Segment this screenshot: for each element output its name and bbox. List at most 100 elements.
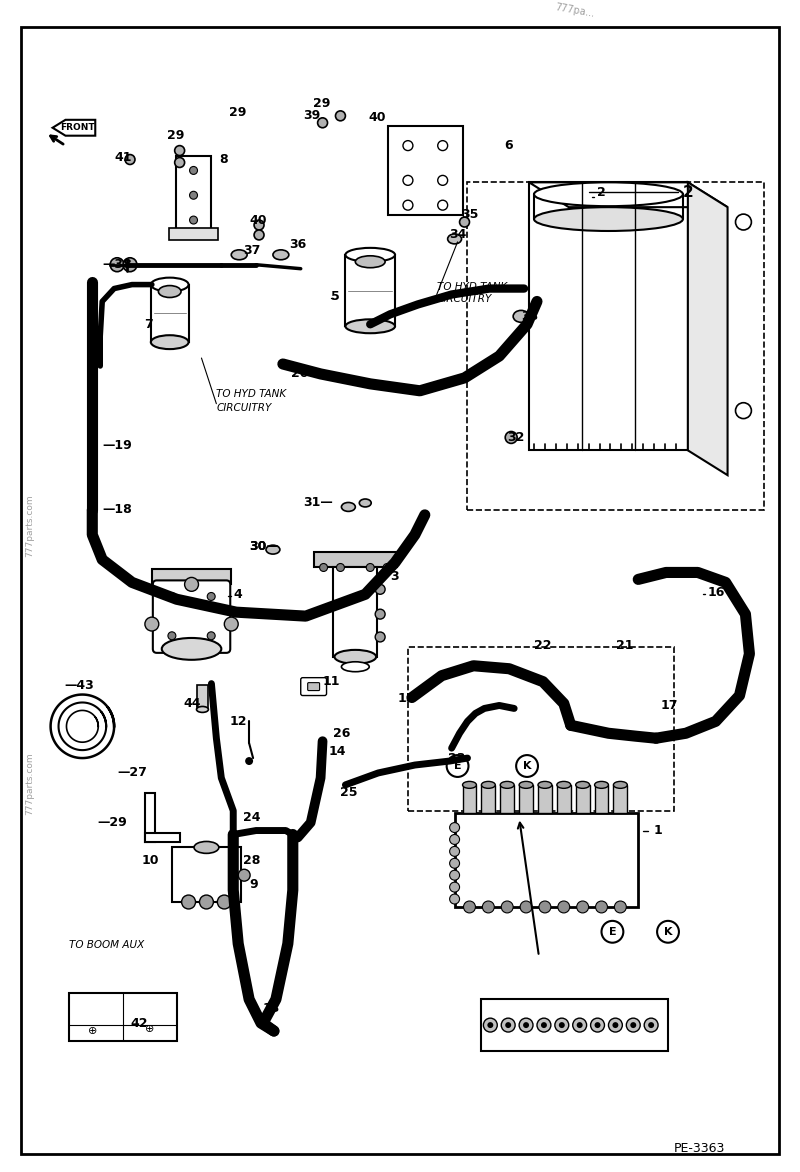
Circle shape	[438, 176, 448, 185]
Text: 777pa...: 777pa...	[554, 2, 595, 19]
Circle shape	[438, 141, 448, 150]
Bar	[454, 812, 638, 907]
Ellipse shape	[342, 503, 355, 511]
Text: 29: 29	[313, 97, 330, 110]
Circle shape	[614, 901, 626, 913]
Text: K: K	[664, 927, 672, 936]
Text: —27: —27	[117, 766, 147, 779]
Ellipse shape	[346, 247, 395, 261]
Circle shape	[506, 1022, 511, 1028]
Bar	[334, 567, 377, 656]
Text: 39: 39	[302, 109, 320, 122]
Ellipse shape	[538, 782, 552, 789]
Ellipse shape	[194, 841, 219, 853]
Text: 2: 2	[597, 186, 606, 199]
Text: 31—: 31—	[302, 497, 333, 510]
Circle shape	[559, 1022, 565, 1028]
Text: E: E	[609, 927, 616, 936]
Circle shape	[403, 141, 413, 150]
Bar	[408, 647, 674, 811]
Circle shape	[555, 1018, 569, 1033]
Circle shape	[558, 901, 570, 913]
Ellipse shape	[273, 250, 289, 260]
Text: 17: 17	[660, 699, 678, 711]
Ellipse shape	[158, 286, 181, 298]
Circle shape	[168, 632, 176, 640]
Circle shape	[450, 858, 459, 868]
Circle shape	[577, 1022, 582, 1028]
Circle shape	[190, 216, 198, 224]
Circle shape	[375, 609, 385, 619]
Ellipse shape	[482, 782, 495, 789]
Circle shape	[366, 564, 374, 572]
Text: 10: 10	[142, 854, 159, 867]
Text: PE-3363: PE-3363	[674, 1143, 726, 1156]
Circle shape	[438, 200, 448, 210]
Circle shape	[403, 200, 413, 210]
Circle shape	[626, 1018, 640, 1033]
Text: 8: 8	[219, 154, 228, 166]
Circle shape	[450, 871, 459, 880]
Circle shape	[190, 191, 198, 199]
Text: FRONT: FRONT	[60, 123, 94, 131]
Text: 9: 9	[249, 878, 258, 891]
Ellipse shape	[334, 650, 376, 663]
Circle shape	[182, 895, 195, 909]
Ellipse shape	[519, 782, 533, 789]
Circle shape	[375, 585, 385, 594]
Circle shape	[238, 870, 250, 881]
Circle shape	[168, 593, 176, 600]
Ellipse shape	[614, 782, 627, 789]
Ellipse shape	[355, 255, 385, 267]
Circle shape	[383, 564, 391, 572]
Text: 36: 36	[289, 238, 306, 251]
Bar	[529, 183, 688, 450]
Bar	[462, 785, 477, 812]
Bar	[500, 785, 514, 812]
Circle shape	[630, 1022, 636, 1028]
Text: 34: 34	[450, 229, 467, 241]
Bar	[466, 183, 764, 510]
Text: 22: 22	[534, 640, 551, 653]
Text: 37: 37	[243, 244, 261, 258]
Circle shape	[319, 564, 327, 572]
Bar	[614, 785, 627, 812]
Circle shape	[519, 1018, 533, 1033]
Circle shape	[218, 895, 231, 909]
Text: 30—: 30—	[249, 540, 279, 553]
Circle shape	[577, 901, 589, 913]
Circle shape	[594, 1022, 601, 1028]
Circle shape	[735, 214, 751, 230]
Text: —43: —43	[65, 679, 94, 693]
Circle shape	[487, 1022, 494, 1028]
Text: ⊕: ⊕	[87, 1026, 97, 1036]
Text: 26: 26	[333, 727, 350, 740]
Bar	[197, 684, 209, 709]
Circle shape	[590, 1018, 605, 1033]
Circle shape	[463, 901, 475, 913]
Circle shape	[506, 431, 517, 443]
Text: 21: 21	[616, 640, 634, 653]
Circle shape	[502, 1018, 515, 1033]
Ellipse shape	[266, 545, 280, 554]
Text: —18: —18	[102, 504, 132, 517]
Text: —19: —19	[102, 438, 132, 452]
Text: 15: 15	[398, 691, 415, 706]
Ellipse shape	[342, 662, 370, 672]
Text: 11: 11	[322, 675, 340, 688]
Text: 44: 44	[184, 697, 201, 710]
Circle shape	[573, 1018, 586, 1033]
Bar	[594, 785, 609, 812]
Bar	[557, 785, 570, 812]
Text: 24: 24	[243, 811, 261, 824]
Circle shape	[145, 618, 158, 631]
Text: 2: 2	[683, 185, 694, 199]
Text: 3: 3	[390, 570, 398, 582]
Circle shape	[123, 258, 137, 272]
Bar	[538, 785, 552, 812]
Circle shape	[174, 157, 185, 168]
Polygon shape	[529, 183, 727, 207]
FancyBboxPatch shape	[301, 677, 326, 695]
Text: K: K	[523, 761, 531, 771]
Text: 4: 4	[234, 588, 242, 601]
